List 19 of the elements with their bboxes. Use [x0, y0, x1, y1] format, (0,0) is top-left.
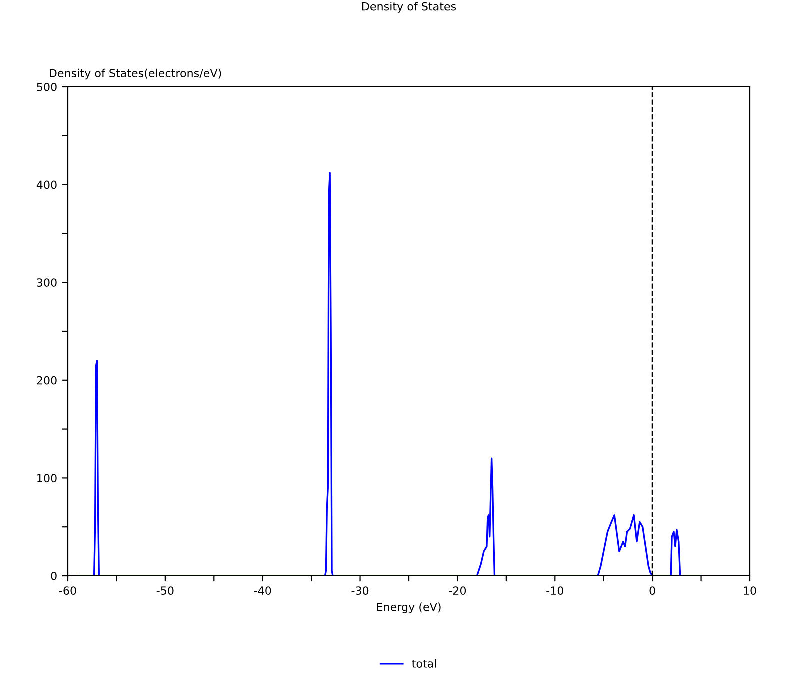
y-axis-title: Density of States(electrons/eV) [50, 68, 222, 80]
x-tick-label: -50 [156, 586, 174, 596]
x-tick-label: 10 [744, 586, 756, 596]
y-tick-label: 400 [36, 180, 57, 190]
legend-label: total [412, 659, 436, 668]
y-tick-label: 500 [37, 82, 57, 92]
y-tick-label: 300 [37, 278, 57, 287]
y-tick-label: 0 [51, 572, 57, 580]
x-tick-label: -40 [254, 586, 272, 596]
x-tick-label: 0 [650, 586, 656, 596]
y-tick-label: 100 [38, 474, 57, 483]
x-tick-label: -30 [352, 586, 369, 596]
x-tick-label: -60 [59, 586, 76, 596]
line-series [76, 172, 702, 576]
y-tick-label: 200 [37, 376, 57, 385]
x-axis-title: Energy (eV) [377, 602, 441, 614]
x-tick-label: -10 [546, 586, 564, 596]
chart-title: Density of States [362, 2, 456, 13]
x-tick-label: -20 [449, 586, 466, 596]
